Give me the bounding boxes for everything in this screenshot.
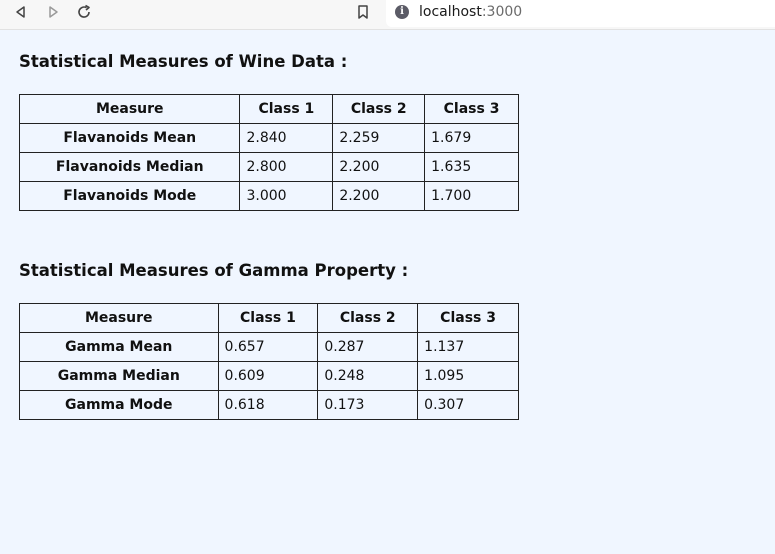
value-cell: 1.137 <box>417 332 519 362</box>
value-cell: 0.657 <box>217 332 319 362</box>
column-header: Class 1 <box>217 303 319 333</box>
wine-section-title: Statistical Measures of Wine Data : <box>19 52 348 71</box>
value-cell: 1.679 <box>424 123 519 153</box>
reload-icon[interactable] <box>73 3 95 21</box>
column-header: Class 1 <box>239 94 334 124</box>
url-text[interactable]: localhost:3000 <box>419 3 522 21</box>
measure-cell: Gamma Mode <box>19 390 219 420</box>
measure-cell: Gamma Mean <box>19 332 219 362</box>
value-cell: 0.618 <box>217 390 319 420</box>
column-header: Measure <box>18 94 241 124</box>
column-header: Measure <box>19 303 219 333</box>
table-row: Flavanoids Median 2.800 2.200 1.635 <box>18 152 519 182</box>
table-header-row: Measure Class 1 Class 2 Class 3 <box>18 94 519 124</box>
column-header: Class 2 <box>332 94 426 124</box>
gamma-section-title: Statistical Measures of Gamma Property : <box>19 261 409 280</box>
value-cell: 2.800 <box>239 152 334 182</box>
table-row: Flavanoids Mean 2.840 2.259 1.679 <box>18 123 519 153</box>
url-bar[interactable]: i localhost:3000 <box>386 0 775 27</box>
url-host: localhost <box>419 4 482 20</box>
value-cell: 2.200 <box>332 181 426 211</box>
value-cell: 0.248 <box>317 361 419 391</box>
info-icon[interactable]: i <box>395 5 409 19</box>
value-cell: 2.259 <box>332 123 426 153</box>
value-cell: 0.609 <box>217 361 319 391</box>
back-arrow-icon[interactable] <box>10 3 32 21</box>
gamma-stats-table: Measure Class 1 Class 2 Class 3 Gamma Me… <box>19 303 519 420</box>
forward-arrow-icon[interactable] <box>42 3 64 21</box>
value-cell: 0.173 <box>317 390 419 420</box>
value-cell: 3.000 <box>239 181 334 211</box>
column-header: Class 3 <box>417 303 519 333</box>
value-cell: 1.635 <box>424 152 519 182</box>
table-row: Gamma Mean 0.657 0.287 1.137 <box>19 332 519 362</box>
url-port: :3000 <box>481 4 523 20</box>
measure-cell: Flavanoids Mean <box>18 123 241 153</box>
table-header-row: Measure Class 1 Class 2 Class 3 <box>19 303 519 333</box>
measure-cell: Flavanoids Median <box>18 152 241 182</box>
value-cell: 2.200 <box>332 152 426 182</box>
column-header: Class 2 <box>317 303 419 333</box>
table-row: Flavanoids Mode 3.000 2.200 1.700 <box>18 181 519 211</box>
table-row: Gamma Mode 0.618 0.173 0.307 <box>19 390 519 420</box>
browser-toolbar: i localhost:3000 <box>0 0 775 30</box>
value-cell: 2.840 <box>239 123 334 153</box>
column-header: Class 3 <box>424 94 519 124</box>
value-cell: 0.287 <box>317 332 419 362</box>
measure-cell: Gamma Median <box>19 361 219 391</box>
value-cell: 1.095 <box>417 361 519 391</box>
table-row: Gamma Median 0.609 0.248 1.095 <box>19 361 519 391</box>
bookmark-icon[interactable] <box>352 3 374 21</box>
wine-stats-table: Measure Class 1 Class 2 Class 3 Flavanoi… <box>18 94 519 211</box>
measure-cell: Flavanoids Mode <box>18 181 241 211</box>
value-cell: 1.700 <box>424 181 519 211</box>
value-cell: 0.307 <box>417 390 519 420</box>
